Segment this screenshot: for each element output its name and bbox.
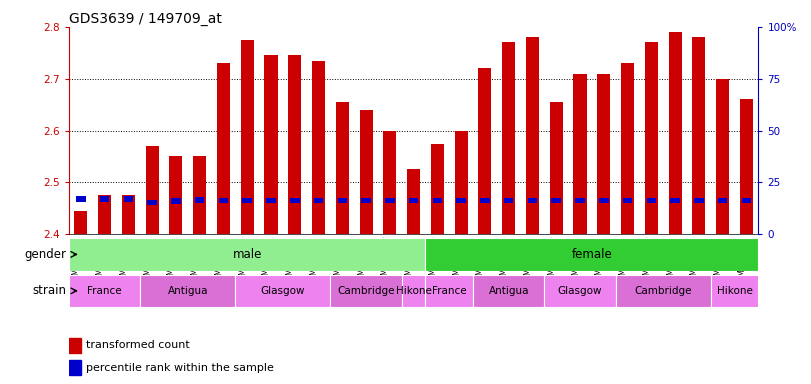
Bar — [314, 198, 324, 203]
Bar — [401, 275, 426, 307]
Text: Hikone: Hikone — [396, 286, 431, 296]
Bar — [385, 198, 395, 203]
Bar — [426, 238, 758, 271]
Bar — [597, 74, 611, 234]
Text: strain: strain — [32, 285, 67, 297]
Bar — [264, 55, 277, 234]
Bar — [526, 37, 539, 234]
Bar — [69, 275, 140, 307]
Bar — [69, 360, 81, 375]
Bar — [473, 275, 544, 307]
Bar — [76, 196, 86, 202]
Text: GDS3639 / 149709_at: GDS3639 / 149709_at — [69, 12, 222, 26]
Bar — [288, 55, 302, 234]
Bar — [671, 198, 680, 203]
Bar — [241, 40, 254, 234]
Bar — [621, 63, 634, 234]
Bar — [668, 32, 681, 234]
Bar — [330, 275, 401, 307]
Bar — [431, 144, 444, 234]
Bar — [573, 74, 586, 234]
Bar — [480, 198, 490, 203]
Text: Glasgow: Glasgow — [260, 286, 305, 296]
Bar — [504, 198, 513, 203]
Text: Antigua: Antigua — [488, 286, 529, 296]
Bar — [694, 198, 704, 203]
Bar — [502, 43, 515, 234]
Bar — [123, 196, 133, 202]
Bar — [140, 275, 235, 307]
Bar — [235, 275, 330, 307]
Bar — [407, 169, 420, 234]
Bar — [457, 198, 466, 203]
Bar — [195, 197, 204, 203]
Bar — [359, 110, 372, 234]
Text: transformed count: transformed count — [86, 340, 190, 350]
Bar — [740, 99, 753, 234]
Bar — [242, 198, 252, 203]
Text: male: male — [233, 248, 262, 261]
Bar — [741, 198, 751, 203]
Text: Glasgow: Glasgow — [558, 286, 603, 296]
Bar — [544, 275, 616, 307]
Text: percentile rank within the sample: percentile rank within the sample — [86, 362, 274, 373]
Bar — [645, 43, 658, 234]
Bar — [718, 198, 727, 203]
Bar — [169, 157, 182, 234]
Bar — [148, 200, 157, 205]
Bar — [217, 63, 230, 234]
Text: gender: gender — [24, 248, 67, 261]
Bar — [646, 198, 656, 203]
Bar — [337, 198, 347, 203]
Bar — [266, 198, 276, 203]
Text: France: France — [88, 286, 122, 296]
Bar — [616, 275, 710, 307]
Text: France: France — [432, 286, 466, 296]
Bar — [478, 68, 491, 234]
Bar — [98, 195, 111, 234]
Bar — [290, 198, 299, 203]
Bar — [550, 102, 563, 234]
Bar — [528, 198, 537, 203]
Bar — [75, 211, 88, 234]
Bar — [384, 131, 397, 234]
Bar — [551, 198, 561, 203]
Bar — [193, 157, 206, 234]
Bar — [69, 338, 81, 353]
Bar — [599, 198, 608, 203]
Bar — [219, 198, 228, 203]
Bar — [100, 196, 109, 202]
Bar — [122, 195, 135, 234]
Bar — [716, 79, 729, 234]
Bar — [336, 102, 349, 234]
Bar — [312, 61, 325, 234]
Bar — [171, 199, 181, 204]
Text: Hikone: Hikone — [717, 286, 753, 296]
Bar — [432, 198, 442, 203]
Text: female: female — [572, 248, 612, 261]
Bar — [69, 238, 426, 271]
Bar — [146, 146, 159, 234]
Bar — [362, 198, 371, 203]
Text: Cambridge: Cambridge — [634, 286, 692, 296]
Bar — [455, 131, 468, 234]
Bar — [409, 198, 418, 203]
Bar — [575, 198, 585, 203]
Bar — [693, 37, 706, 234]
Bar — [623, 198, 633, 203]
Bar — [426, 275, 473, 307]
Text: Antigua: Antigua — [168, 286, 208, 296]
Text: Cambridge: Cambridge — [337, 286, 395, 296]
Bar — [710, 275, 758, 307]
